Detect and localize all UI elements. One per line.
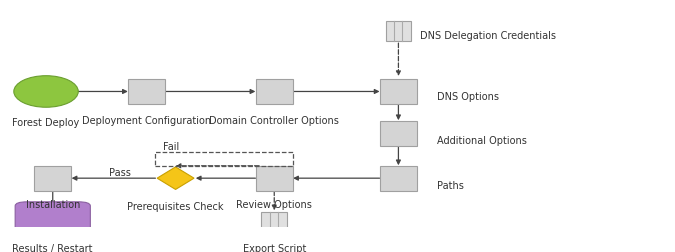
Bar: [380, 121, 417, 145]
Text: Additional Options: Additional Options: [437, 136, 527, 146]
Text: Installation: Installation: [26, 200, 80, 209]
Text: DNS Delegation Credentials: DNS Delegation Credentials: [420, 31, 556, 41]
Text: Forest Deploy: Forest Deploy: [12, 118, 80, 128]
Text: Pass: Pass: [109, 168, 131, 178]
Text: Domain Controller Options: Domain Controller Options: [209, 116, 339, 126]
Text: Review Options: Review Options: [236, 200, 312, 209]
Bar: [128, 79, 165, 104]
Bar: [34, 166, 71, 191]
Text: Paths: Paths: [437, 181, 464, 191]
Bar: [256, 166, 293, 191]
Text: Prerequisites Check: Prerequisites Check: [128, 202, 224, 212]
Bar: [155, 152, 293, 166]
Bar: [256, 79, 293, 104]
Bar: [385, 20, 411, 41]
Polygon shape: [157, 167, 194, 190]
Text: Deployment Configuration: Deployment Configuration: [82, 116, 211, 126]
Ellipse shape: [14, 76, 78, 107]
FancyBboxPatch shape: [15, 202, 90, 241]
Text: Fail: Fail: [163, 142, 180, 152]
Bar: [380, 166, 417, 191]
Text: DNS Options: DNS Options: [437, 92, 500, 102]
Text: Results / Restart: Results / Restart: [13, 244, 93, 252]
Bar: [261, 211, 287, 232]
Bar: [380, 79, 417, 104]
Text: Export Script: Export Script: [242, 244, 306, 252]
